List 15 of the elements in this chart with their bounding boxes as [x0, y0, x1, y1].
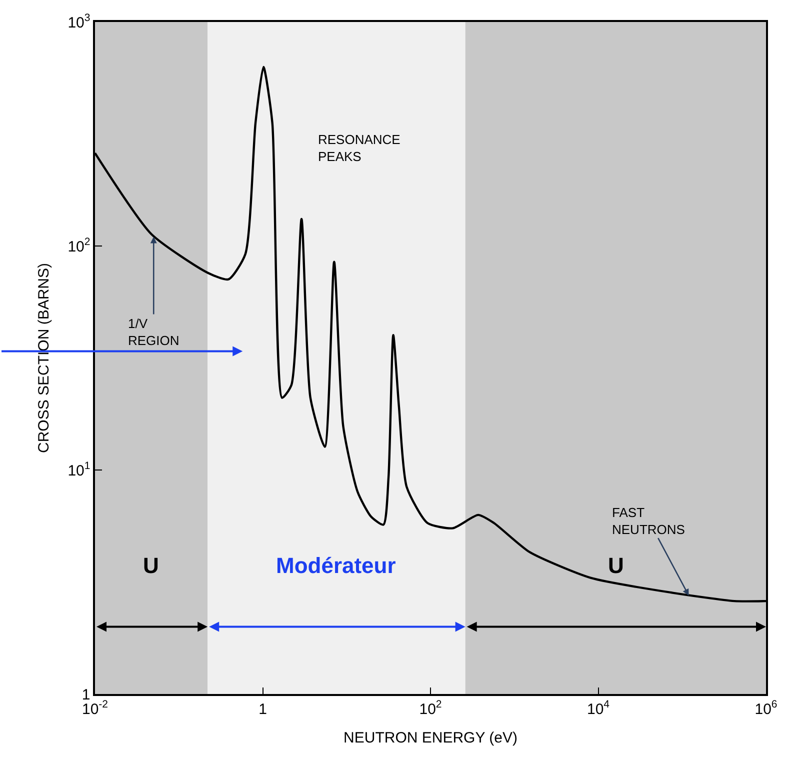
x-tick-label: 1 — [258, 700, 267, 718]
y-axis-title: CROSS SECTION (BARNS) — [35, 262, 52, 454]
x-axis-title: NEUTRON ENERGY (eV) — [344, 729, 518, 746]
x-tick-label: 10$^{2}$ — [419, 698, 442, 718]
annotation: 1/V REGION — [128, 316, 180, 348]
x-tick-label: 10$^{4}$ — [586, 698, 610, 718]
y-tick-label: 10$^{1}$ — [68, 460, 90, 480]
y-tick-label: 10$^{3}$ — [68, 12, 90, 32]
annotation: FAST NEUTRONS — [612, 505, 686, 537]
band-label: U — [608, 553, 624, 578]
y-tick-label: 10$^{2}$ — [68, 236, 90, 256]
band-label: Modérateur — [276, 553, 396, 578]
annotation: RESONANCE PEAKS — [318, 132, 401, 164]
x-tick-label: 10$^{6}$ — [754, 698, 778, 718]
band-label: U — [143, 553, 159, 578]
